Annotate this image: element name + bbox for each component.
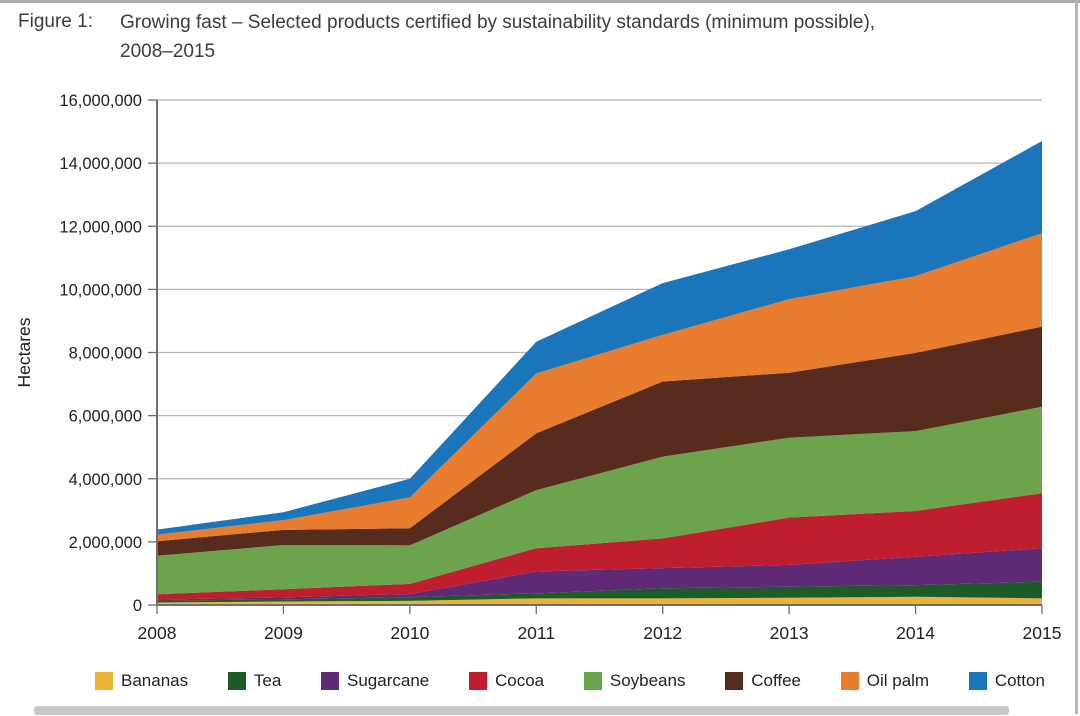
legend-item-oil-palm: Oil palm bbox=[840, 671, 930, 691]
figure-header: Figure 1: Growing fast – Selected produc… bbox=[18, 8, 1058, 67]
x-tick-label: 2011 bbox=[517, 623, 555, 643]
area-cocoa bbox=[157, 493, 1042, 600]
legend-item-soybeans: Soybeans bbox=[583, 671, 686, 691]
legend-swatch-soybeans bbox=[583, 672, 602, 690]
area-soybeans bbox=[157, 406, 1042, 595]
legend-label-tea: Tea bbox=[253, 671, 282, 690]
y-tick-label: 8,000,000 bbox=[69, 345, 142, 363]
legend-swatch-bananas bbox=[95, 672, 113, 690]
stacked-area-chart: 0 2,000,000 4,000,000 6,000,000 8,000,000 10,… bbox=[14, 92, 1062, 643]
y-tick-label: 16,000,000 bbox=[59, 92, 142, 110]
chart-legend: Bananas Tea Sugarcane Cocoa Soybeans Coffee Oi… bbox=[95, 671, 1045, 691]
legend-item-tea: Tea bbox=[227, 671, 282, 691]
figure-number-label: Figure 1: bbox=[18, 11, 93, 32]
figure-title-line2: 2008–2015 bbox=[120, 41, 216, 63]
y-tick-label: 0 bbox=[133, 597, 142, 615]
area-sugarcane bbox=[157, 548, 1042, 601]
y-tick-label: 10,000,000 bbox=[59, 281, 142, 299]
legend-label-coffee: Coffee bbox=[751, 671, 801, 690]
legend-swatch-cotton bbox=[968, 672, 987, 690]
area-cotton bbox=[157, 141, 1042, 535]
legend-swatch-oil-palm bbox=[840, 672, 859, 690]
area-oil-palm bbox=[157, 233, 1042, 542]
legend-swatch-sugarcane bbox=[321, 672, 340, 690]
figure-title-line1: Growing fast – Selected products certifi… bbox=[120, 12, 876, 33]
legend-item-cotton: Cotton bbox=[968, 671, 1045, 691]
legend-label-cocoa: Cocoa bbox=[494, 671, 545, 690]
x-tick-label: 2008 bbox=[138, 623, 177, 643]
x-tick-label: 2015 bbox=[1023, 623, 1062, 643]
legend-item-bananas: Bananas bbox=[95, 671, 188, 691]
x-tick-label: 2010 bbox=[390, 623, 429, 643]
figure-title: Growing fast – Selected products certifi… bbox=[120, 8, 875, 67]
page-top-border bbox=[0, 0, 1080, 3]
legend-swatch-coffee bbox=[725, 672, 744, 690]
area-tea bbox=[157, 581, 1042, 603]
legend-label-oil-palm: Oil palm bbox=[866, 671, 930, 690]
x-tick-label: 2014 bbox=[896, 623, 935, 643]
legend-item-sugarcane: Sugarcane bbox=[321, 671, 429, 691]
legend-item-cocoa: Cocoa bbox=[468, 671, 545, 691]
x-tick-label: 2012 bbox=[643, 623, 682, 643]
legend-label-cotton: Cotton bbox=[994, 671, 1045, 690]
area-bananas bbox=[157, 596, 1042, 605]
legend-label-soybeans: Soybeans bbox=[609, 671, 686, 690]
legend-label-bananas: Bananas bbox=[121, 671, 189, 690]
page-right-border bbox=[1075, 0, 1078, 714]
legend-item-coffee: Coffee bbox=[725, 671, 801, 691]
y-tick-label: 14,000,000 bbox=[59, 155, 142, 173]
x-tick-label: 2009 bbox=[264, 623, 303, 643]
legend-label-sugarcane: Sugarcane bbox=[347, 671, 430, 690]
y-tick-label: 4,000,000 bbox=[69, 471, 142, 489]
y-tick-label: 12,000,000 bbox=[59, 218, 142, 236]
page-bottom-edge bbox=[34, 706, 1009, 715]
y-axis-title: Hectares bbox=[14, 317, 34, 387]
x-tick-label: 2013 bbox=[770, 623, 809, 643]
legend-swatch-cocoa bbox=[468, 672, 487, 690]
area-coffee bbox=[157, 326, 1042, 556]
y-tick-label: 6,000,000 bbox=[69, 408, 142, 426]
legend-swatch-tea bbox=[227, 672, 246, 690]
y-tick-label: 2,000,000 bbox=[69, 534, 142, 552]
